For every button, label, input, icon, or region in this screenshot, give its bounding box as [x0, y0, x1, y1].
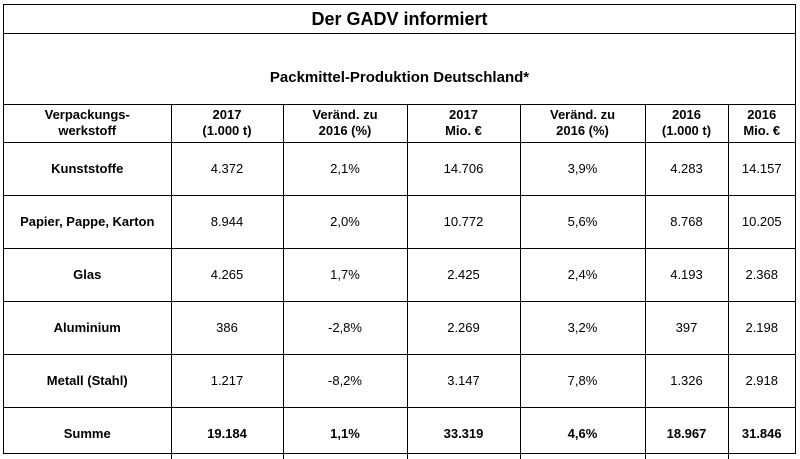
table-cell: 3,9% [520, 143, 645, 196]
table-cell: 2.425 [407, 249, 520, 302]
table-cell: 14.706 [407, 143, 520, 196]
page-title: Der GADV informiert [4, 5, 795, 34]
header-row: Verpackungs- werkstoff 2017 (1.000 t) Ve… [4, 104, 795, 143]
row-label: Aluminium [4, 302, 171, 355]
table-cell: 2.269 [407, 302, 520, 355]
table-row: Papier, Pappe, Karton 8.944 2,0% 10.772 … [4, 196, 795, 249]
table-cell: 3.147 [407, 355, 520, 408]
table-cell: 2,4% [520, 249, 645, 302]
table-row: Metall (Stahl) 1.217 -8,2% 3.147 7,8% 1.… [4, 355, 795, 408]
table-cell: 10.772 [407, 196, 520, 249]
table-cell: 14.157 [728, 143, 795, 196]
table-cell: 3,2% [520, 302, 645, 355]
header-change-tonnes: Veränd. zu 2016 (%) [283, 104, 407, 143]
row-label: Metall (Stahl) [4, 355, 171, 408]
table-cell: 2.198 [728, 302, 795, 355]
packaging-production-table: Verpackungs- werkstoff 2017 (1.000 t) Ve… [4, 104, 795, 459]
header-2016-tonnes: 2016 (1.000 t) [645, 104, 728, 143]
table-cell: 4.283 [645, 143, 728, 196]
table-row: Kunststoffe 4.372 2,1% 14.706 3,9% 4.283… [4, 143, 795, 196]
table-cell: 2,0% [283, 196, 407, 249]
header-material: Verpackungs- werkstoff [4, 104, 171, 143]
header-2017-tonnes: 2017 (1.000 t) [171, 104, 283, 143]
table-cell: 2.918 [728, 355, 795, 408]
table-cell: 386 [171, 302, 283, 355]
row-label: Summe [4, 408, 171, 459]
subtitle-row: Packmittel-Produktion Deutschland* [4, 34, 795, 105]
header-2016-value: 2016 Mio. € [728, 104, 795, 143]
table-row: Aluminium 386 -2,8% 2.269 3,2% 397 2.198 [4, 302, 795, 355]
table-cell: 18.967 [645, 408, 728, 459]
header-change-value: Veränd. zu 2016 (%) [520, 104, 645, 143]
row-label: Kunststoffe [4, 143, 171, 196]
table-cell: -8,2% [283, 355, 407, 408]
table-cell: 19.184 [171, 408, 283, 459]
table-cell: 1.217 [171, 355, 283, 408]
table-cell: 4.372 [171, 143, 283, 196]
table-cell: 4.265 [171, 249, 283, 302]
table-cell: 1.326 [645, 355, 728, 408]
table-cell: -2,8% [283, 302, 407, 355]
table-cell: 4,6% [520, 408, 645, 459]
table-cell: 10.205 [728, 196, 795, 249]
table-cell: 31.846 [728, 408, 795, 459]
table-cell: 8.944 [171, 196, 283, 249]
table-row: Glas 4.265 1,7% 2.425 2,4% 4.193 2.368 [4, 249, 795, 302]
table-cell: 7,8% [520, 355, 645, 408]
table-cell: 5,6% [520, 196, 645, 249]
row-label: Glas [4, 249, 171, 302]
table-cell: 8.768 [645, 196, 728, 249]
table-cell: 1,7% [283, 249, 407, 302]
table-cell: 33.319 [407, 408, 520, 459]
header-2017-value: 2017 Mio. € [407, 104, 520, 143]
table-subtitle: Packmittel-Produktion Deutschland* [4, 69, 795, 86]
total-row: Summe 19.184 1,1% 33.319 4,6% 18.967 31.… [4, 408, 795, 459]
table-cell: 1,1% [283, 408, 407, 459]
row-label: Papier, Pappe, Karton [4, 196, 171, 249]
table-cell: 2,1% [283, 143, 407, 196]
table-cell: 4.193 [645, 249, 728, 302]
table-cell: 397 [645, 302, 728, 355]
report-table-frame: Der GADV informiert Packmittel-Produktio… [3, 4, 796, 454]
table-cell: 2.368 [728, 249, 795, 302]
